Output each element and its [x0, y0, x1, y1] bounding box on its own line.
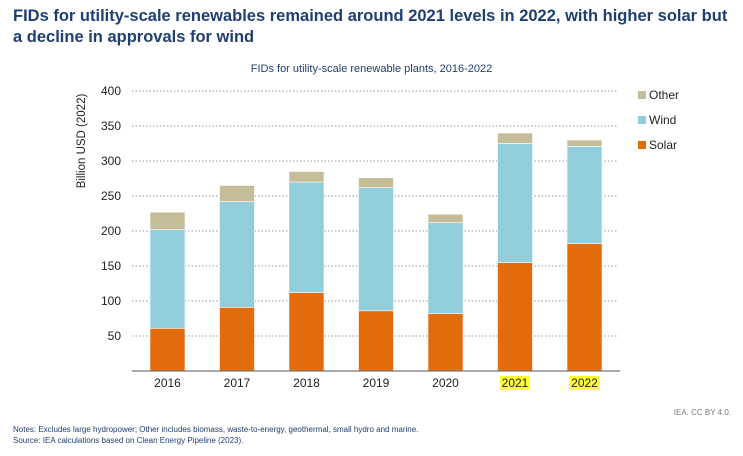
bar-solar-2019 [358, 310, 394, 372]
y-tick-label: 350 [101, 119, 121, 133]
x-tick-label: 2022 [571, 376, 598, 390]
x-tick-labels: 2016 2017 2018 2019 2020 2021 2022 [154, 376, 600, 390]
bar-solar-2017 [219, 306, 255, 372]
y-tick-label: 150 [101, 259, 121, 273]
x-tick-label: 2018 [293, 376, 320, 390]
legend-swatch [638, 91, 646, 99]
y-axis-label: Billion USD (2022) [76, 94, 88, 189]
bar-solar-2018 [288, 292, 325, 372]
x-tick-label: 2019 [363, 376, 390, 390]
y-tick-label: 50 [108, 329, 122, 343]
headline: FIDs for utility-scale renewables remain… [13, 7, 728, 46]
bar-solar-2020 [427, 313, 464, 372]
legend-label: Solar [649, 138, 677, 152]
x-label-highlight [500, 376, 530, 390]
x-tick-label: 2016 [154, 376, 181, 390]
bar-wind-2022 [566, 146, 603, 244]
notes-text: Notes: Excludes large hydropower; Other … [13, 425, 419, 434]
bar-other-2017 [219, 185, 255, 202]
x-label-highlight [569, 376, 600, 390]
bar-other-2021 [497, 132, 533, 144]
x-tick-label: 2021 [502, 376, 529, 390]
bar-other-2016 [149, 211, 186, 230]
y-tick-label: 200 [101, 224, 121, 238]
y-tick-label: 100 [101, 294, 121, 308]
legend-item-wind: Wind [638, 113, 676, 127]
chart-title: FIDs for utility-scale renewable plants,… [250, 63, 493, 75]
bar-wind-2016 [149, 229, 186, 329]
legend-label: Other [649, 88, 679, 102]
bar-wind-2018 [288, 181, 325, 293]
y-tick-label: 300 [101, 154, 121, 168]
bar-solar-2016 [149, 327, 186, 372]
legend-label: Wind [649, 113, 676, 127]
x-tick-label: 2020 [432, 376, 459, 390]
y-tick-label: 250 [101, 189, 121, 203]
credit: IEA. CC BY 4.0. [673, 408, 731, 417]
bar-other-2019 [358, 177, 394, 188]
bar-wind-2019 [358, 187, 394, 312]
y-tick-label: 400 [101, 84, 121, 98]
bar-other-2022 [566, 139, 603, 147]
bar-wind-2021 [497, 143, 533, 263]
y-tick-labels: 50 100 150 200 250 300 350 400 [101, 84, 121, 343]
legend-swatch [638, 116, 646, 124]
bar-solar-2021 [497, 262, 533, 372]
legend-swatch [638, 141, 646, 149]
bar-wind-2020 [427, 222, 464, 314]
bar-solar-2022 [566, 243, 603, 372]
legend: Other Wind Solar [638, 88, 679, 152]
x-tick-label: 2017 [224, 376, 251, 390]
notes-block: Notes: Excludes large hydropower; Other … [13, 424, 418, 446]
bar-wind-2017 [219, 201, 255, 308]
source-text: Source: IEA calculations based on Clean … [13, 436, 244, 445]
legend-item-other: Other [638, 88, 679, 102]
bars [149, 132, 603, 372]
bar-other-2020 [427, 213, 464, 223]
legend-item-solar: Solar [638, 138, 677, 152]
bar-other-2018 [288, 171, 325, 183]
